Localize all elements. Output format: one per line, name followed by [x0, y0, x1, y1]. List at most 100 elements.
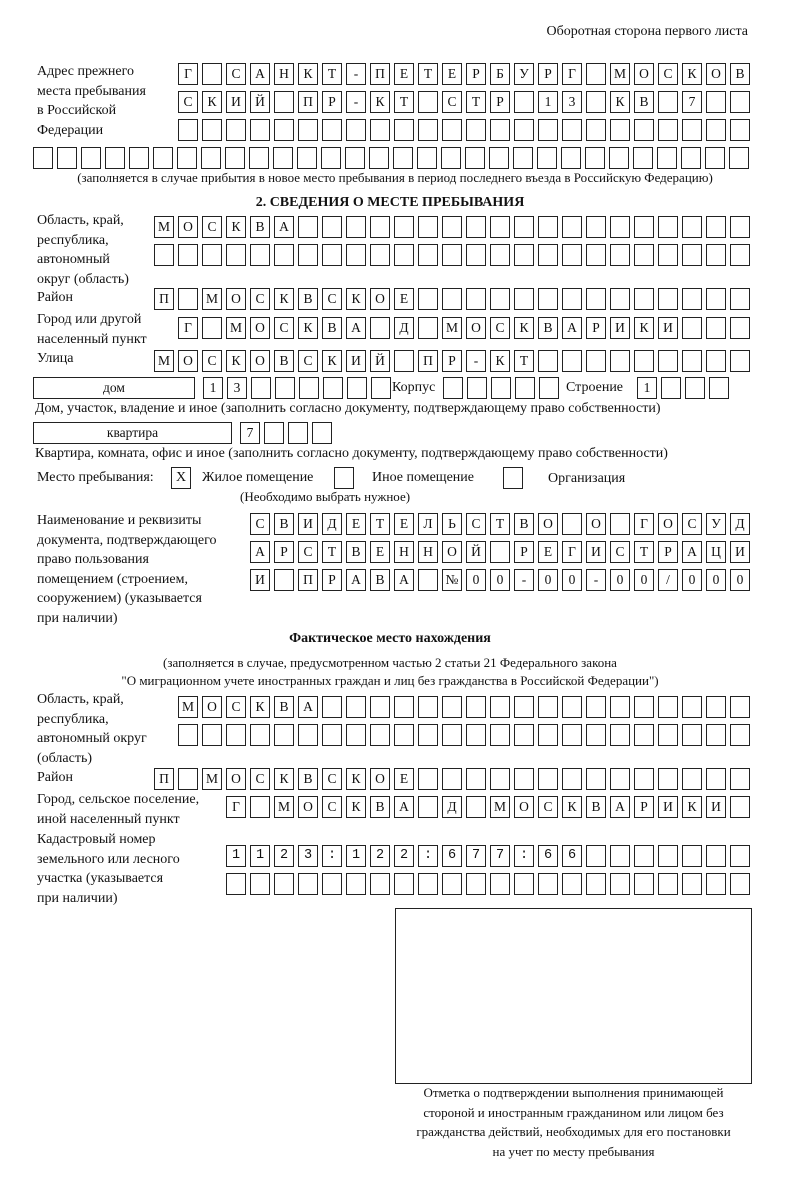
char-cell[interactable]: В	[370, 569, 390, 591]
char-cell[interactable]	[730, 350, 750, 372]
char-cell[interactable]	[586, 696, 606, 718]
char-cell[interactable]: Н	[394, 541, 414, 563]
char-cell[interactable]	[442, 768, 462, 790]
char-cell[interactable]: Н	[418, 541, 438, 563]
char-cell[interactable]	[466, 288, 486, 310]
char-cell[interactable]	[658, 288, 678, 310]
char-cell[interactable]	[490, 873, 510, 895]
char-cell[interactable]: Е	[370, 541, 390, 563]
char-cell[interactable]: Р	[274, 541, 294, 563]
char-cell[interactable]: И	[586, 541, 606, 563]
char-cell[interactable]	[418, 216, 438, 238]
char-cell[interactable]	[394, 724, 414, 746]
char-cell[interactable]	[634, 724, 654, 746]
char-cell[interactable]	[730, 696, 750, 718]
char-cell[interactable]: П	[154, 768, 174, 790]
char-cell[interactable]	[418, 91, 438, 113]
char-cell[interactable]	[658, 216, 678, 238]
char-cell[interactable]: Т	[418, 63, 438, 85]
char-cell[interactable]: К	[298, 63, 318, 85]
char-cell[interactable]: Т	[370, 513, 390, 535]
char-cell[interactable]	[312, 422, 332, 444]
char-cell[interactable]: К	[298, 317, 318, 339]
char-cell[interactable]	[658, 91, 678, 113]
char-cell[interactable]	[634, 696, 654, 718]
char-cell[interactable]	[515, 377, 535, 399]
char-cell[interactable]	[514, 724, 534, 746]
char-cell[interactable]	[250, 796, 270, 818]
char-cell[interactable]: Г	[634, 513, 654, 535]
char-cell[interactable]: К	[274, 288, 294, 310]
char-cell[interactable]: П	[154, 288, 174, 310]
char-cell[interactable]	[153, 147, 173, 169]
char-cell[interactable]: Ь	[442, 513, 462, 535]
char-cell[interactable]: 7	[240, 422, 260, 444]
char-cell[interactable]: Й	[370, 350, 390, 372]
char-cell[interactable]	[442, 873, 462, 895]
char-cell[interactable]: Л	[418, 513, 438, 535]
char-cell[interactable]: С	[250, 288, 270, 310]
char-cell[interactable]	[490, 119, 510, 141]
char-cell[interactable]: Р	[322, 569, 342, 591]
char-cell[interactable]: О	[178, 350, 198, 372]
char-cell[interactable]: Т	[490, 513, 510, 535]
char-cell[interactable]	[610, 845, 630, 867]
char-cell[interactable]	[586, 768, 606, 790]
char-cell[interactable]: Н	[274, 63, 294, 85]
char-cell[interactable]	[297, 147, 317, 169]
char-cell[interactable]	[178, 119, 198, 141]
char-cell[interactable]: Б	[490, 63, 510, 85]
char-cell[interactable]: В	[370, 796, 390, 818]
char-cell[interactable]	[442, 288, 462, 310]
char-cell[interactable]	[539, 377, 559, 399]
char-cell[interactable]	[250, 244, 270, 266]
char-cell[interactable]	[202, 119, 222, 141]
char-cell[interactable]	[658, 873, 678, 895]
char-cell[interactable]: М	[154, 216, 174, 238]
char-cell[interactable]	[323, 377, 343, 399]
char-cell[interactable]: Ц	[706, 541, 726, 563]
char-cell[interactable]: О	[634, 63, 654, 85]
char-cell[interactable]: Г	[178, 317, 198, 339]
char-cell[interactable]: О	[202, 696, 222, 718]
char-cell[interactable]	[586, 119, 606, 141]
char-cell[interactable]: П	[418, 350, 438, 372]
char-cell[interactable]: Д	[442, 796, 462, 818]
char-cell[interactable]	[298, 216, 318, 238]
char-cell[interactable]	[250, 724, 270, 746]
char-cell[interactable]: С	[178, 91, 198, 113]
char-cell[interactable]	[610, 288, 630, 310]
char-cell[interactable]: Т	[514, 350, 534, 372]
char-cell[interactable]	[658, 350, 678, 372]
char-cell[interactable]: И	[730, 541, 750, 563]
char-cell[interactable]	[706, 244, 726, 266]
char-cell[interactable]	[730, 317, 750, 339]
char-cell[interactable]: С	[538, 796, 558, 818]
char-cell[interactable]: С	[322, 796, 342, 818]
char-cell[interactable]	[562, 513, 582, 535]
char-cell[interactable]	[586, 873, 606, 895]
char-cell[interactable]: 0	[562, 569, 582, 591]
char-cell[interactable]: К	[226, 350, 246, 372]
char-cell[interactable]	[709, 377, 729, 399]
char-cell[interactable]: О	[706, 63, 726, 85]
char-cell[interactable]: Т	[466, 91, 486, 113]
char-cell[interactable]: А	[250, 541, 270, 563]
char-cell[interactable]	[610, 244, 630, 266]
char-cell[interactable]	[394, 696, 414, 718]
char-cell[interactable]: К	[490, 350, 510, 372]
char-cell[interactable]: О	[226, 288, 246, 310]
char-cell[interactable]	[346, 724, 366, 746]
char-cell[interactable]: П	[298, 569, 318, 591]
char-cell[interactable]: А	[346, 569, 366, 591]
char-cell[interactable]: К	[346, 288, 366, 310]
char-cell[interactable]	[418, 845, 438, 867]
char-cell[interactable]	[514, 845, 534, 867]
char-cell[interactable]	[466, 845, 486, 867]
char-cell[interactable]	[681, 147, 701, 169]
char-cell[interactable]	[610, 216, 630, 238]
char-cell[interactable]: Д	[730, 513, 750, 535]
char-cell[interactable]	[682, 696, 702, 718]
char-cell[interactable]: С	[658, 63, 678, 85]
char-cell[interactable]	[321, 147, 341, 169]
